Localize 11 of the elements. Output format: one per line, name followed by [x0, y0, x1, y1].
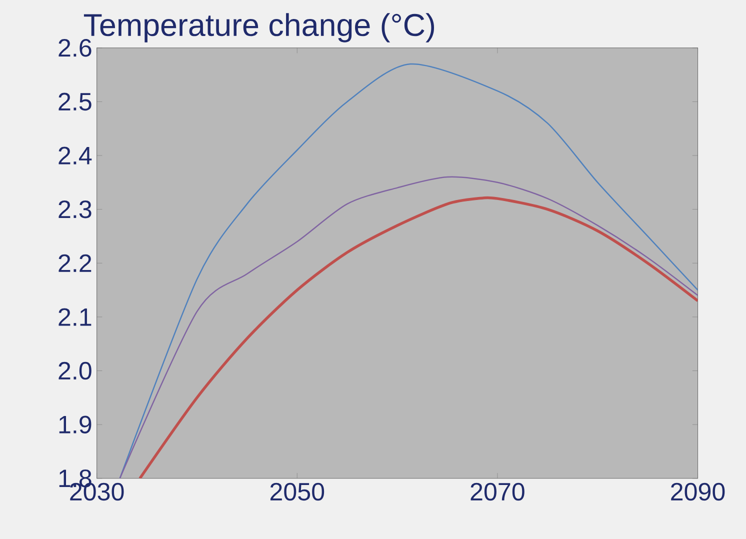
y-tick-label: 2.0 — [58, 362, 92, 380]
y-tick-label: 1.9 — [59, 415, 92, 434]
y-tick-label: 2.2 — [58, 254, 92, 272]
y-tick-label: 2.1 — [58, 308, 92, 326]
y-tick-label: 2.3 — [58, 200, 92, 218]
line-series — [119, 63, 698, 478]
x-tick-label: 2090 — [671, 482, 725, 500]
y-tick-label: 2.5 — [58, 92, 92, 110]
x-tick-label: 2050 — [270, 482, 324, 500]
x-tick-label: 2070 — [470, 482, 524, 500]
y-tick-label: 2.4 — [58, 146, 92, 164]
